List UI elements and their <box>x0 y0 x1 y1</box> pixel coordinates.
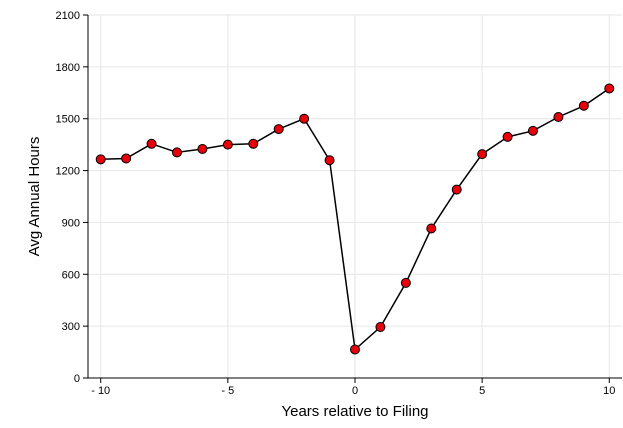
x-tick-label: - 5 <box>221 385 234 397</box>
tick-labels: 0 300 600 900 1200 1500 1800 2100 - 10 - 5 0 5 10 <box>56 10 616 397</box>
x-tick-label: 5 <box>479 385 485 397</box>
data-point <box>146 138 157 149</box>
y-tick-label: 1500 <box>56 114 80 126</box>
data-point <box>375 322 386 333</box>
y-tick-label: 0 <box>74 373 80 385</box>
data-point <box>324 155 335 166</box>
data-point <box>553 111 564 122</box>
x-tick-label: 0 <box>352 385 358 397</box>
data-point <box>248 138 259 149</box>
y-tick-label: 1800 <box>56 62 80 74</box>
data-point <box>502 131 513 142</box>
y-axis-title: Avg Annual Hours <box>26 137 43 257</box>
y-tick-label: 300 <box>62 321 80 333</box>
x-tick-label: 10 <box>603 385 615 397</box>
data-point <box>604 83 615 94</box>
data-point <box>172 147 182 158</box>
grid <box>88 14 622 378</box>
data-point <box>426 223 437 234</box>
data-point <box>477 149 488 160</box>
x-axis-title: Years relative to Filing <box>281 403 428 420</box>
data-points <box>95 83 615 355</box>
data-point <box>528 125 538 136</box>
data-point <box>400 277 411 288</box>
y-tick-label: 2100 <box>56 10 80 22</box>
y-tick-label: 1200 <box>56 166 80 178</box>
data-point <box>95 154 106 165</box>
data-point <box>197 143 208 154</box>
data-point <box>578 100 589 111</box>
x-tick-label: - 10 <box>91 385 110 397</box>
data-point <box>299 113 310 124</box>
y-tick-label: 600 <box>62 269 80 281</box>
y-tick-label: 900 <box>62 217 80 229</box>
axes <box>83 14 622 383</box>
data-point <box>273 124 284 135</box>
data-point <box>350 344 360 355</box>
data-point <box>121 153 132 164</box>
data-point <box>451 184 462 195</box>
data-point <box>222 139 233 150</box>
